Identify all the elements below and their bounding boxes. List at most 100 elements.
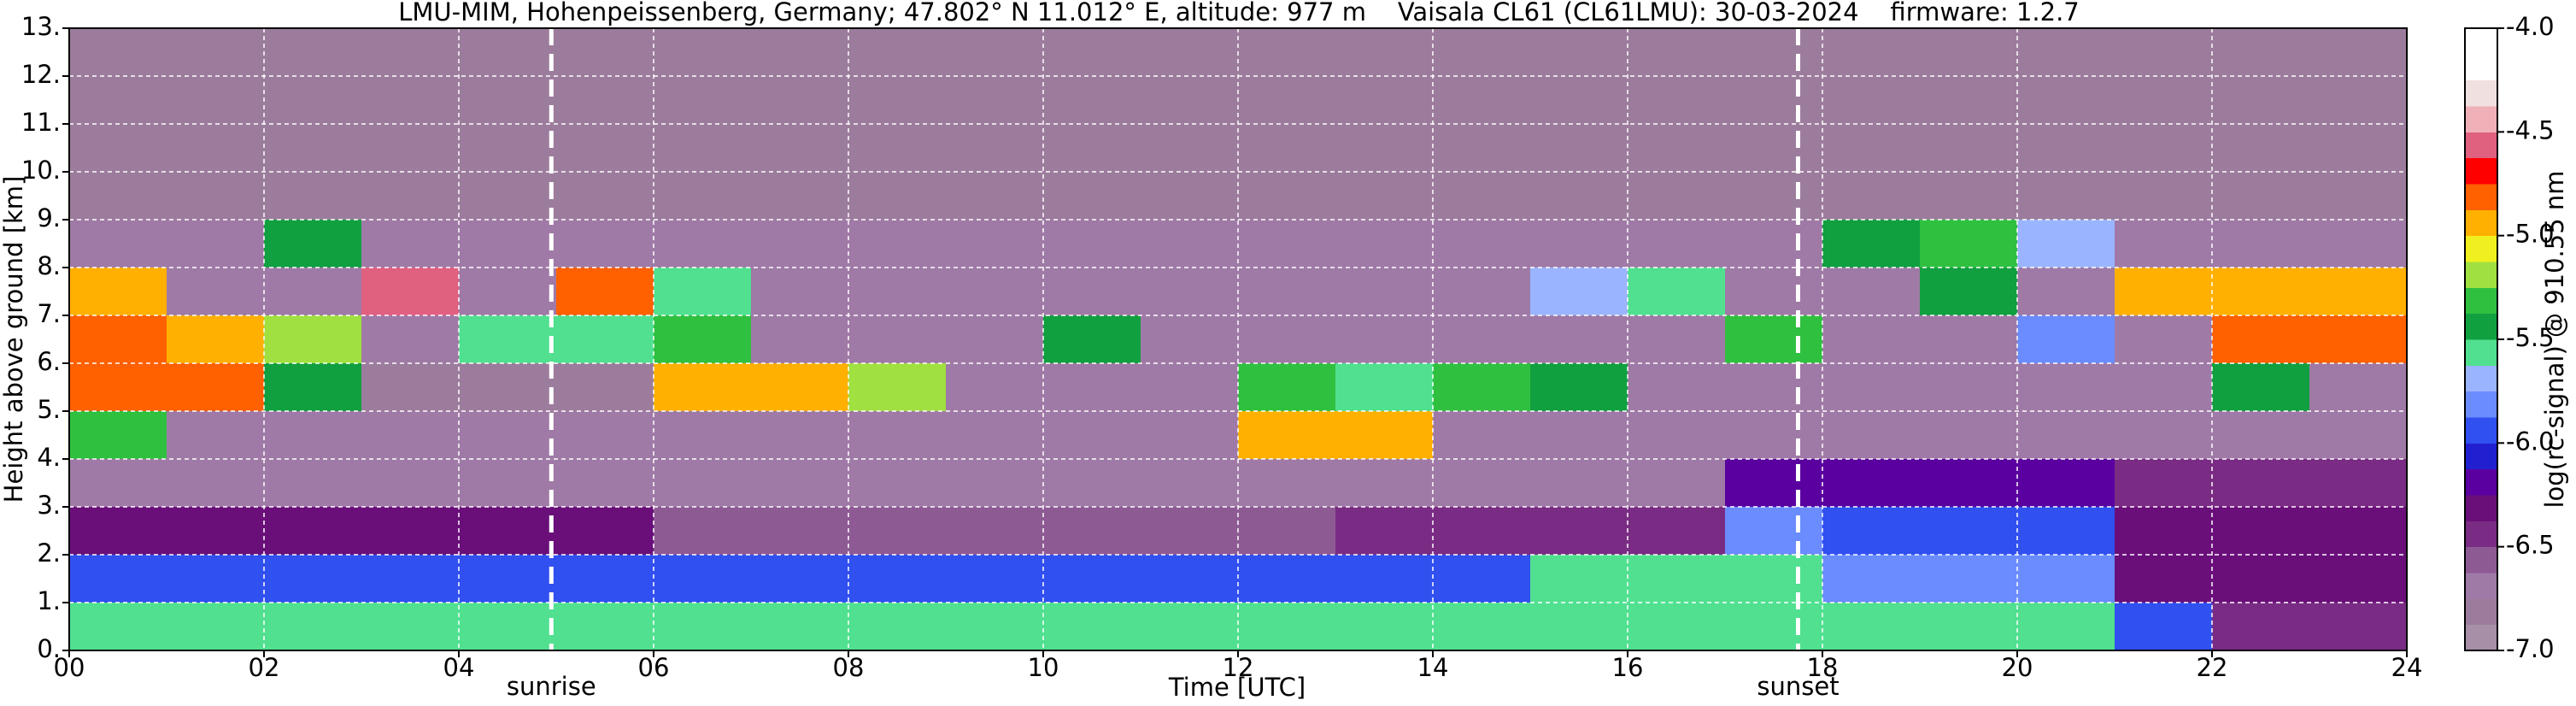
heatmap-cell xyxy=(361,555,459,603)
colorbar-segment xyxy=(2465,79,2497,107)
heatmap-cell xyxy=(751,172,848,220)
colorbar-segment xyxy=(2465,495,2497,521)
heatmap-cell xyxy=(1920,555,2017,603)
heatmap-cell xyxy=(2309,507,2407,555)
heatmap-cell xyxy=(1043,459,1141,507)
heatmap-cell xyxy=(1433,507,1530,555)
heatmap-cell xyxy=(167,363,264,411)
colorbar-segment xyxy=(2465,313,2497,340)
heatmap-cell xyxy=(2017,268,2115,315)
heatmap-cell xyxy=(2309,268,2407,315)
heatmap-cell xyxy=(1822,411,1920,459)
heatmap-cell xyxy=(1335,28,1433,76)
heatmap-cell xyxy=(1433,411,1530,459)
heatmap-cell xyxy=(1238,603,1335,650)
heatmap-cell xyxy=(556,507,654,555)
heatmap-cell xyxy=(654,555,751,603)
y-axis-label: Height above ground [km] xyxy=(0,176,28,503)
y-tick-label: 9. xyxy=(37,203,61,232)
heatmap-cell xyxy=(2017,28,2115,76)
heatmap-cell xyxy=(2115,411,2212,459)
heatmap-cell xyxy=(167,603,264,650)
y-tick-label: 13. xyxy=(21,12,61,41)
heatmap-cell xyxy=(2017,603,2115,650)
heatmap-cell xyxy=(2212,220,2309,268)
heatmap-cell xyxy=(654,603,751,650)
heatmap-cell xyxy=(1725,124,1822,172)
x-tick-label: 22 xyxy=(2197,653,2228,682)
heatmap-cell xyxy=(1628,603,1725,650)
heatmap-cell xyxy=(848,603,946,650)
heatmap-cell xyxy=(2115,603,2212,650)
heatmap-cell xyxy=(1822,507,1920,555)
heatmap-cell xyxy=(1141,172,1238,220)
heatmap-cell xyxy=(1141,76,1238,124)
heatmap-cell xyxy=(1335,459,1433,507)
heatmap-cell xyxy=(2309,76,2407,124)
heatmap-cell xyxy=(556,124,654,172)
heatmap-cell xyxy=(1920,172,2017,220)
heatmap-cell xyxy=(1141,459,1238,507)
heatmap-cell xyxy=(167,124,264,172)
y-tick-label: 5. xyxy=(37,395,61,424)
heatmap-cell xyxy=(1141,555,1238,603)
heatmap-cell xyxy=(1822,220,1920,268)
heatmap-cell xyxy=(1043,363,1141,411)
heatmap-cell xyxy=(361,28,459,76)
heatmap-cell xyxy=(1628,268,1725,315)
heatmap-cell xyxy=(654,124,751,172)
y-tick-label: 4. xyxy=(37,443,61,472)
heatmap-cell xyxy=(751,124,848,172)
heatmap-cell xyxy=(1628,315,1725,363)
heatmap-cell xyxy=(848,124,946,172)
heatmap-cell xyxy=(1335,411,1433,459)
heatmap-cell xyxy=(1725,363,1822,411)
heatmap-cell xyxy=(1725,220,1822,268)
heatmap-cell xyxy=(2017,172,2115,220)
heatmap-cell xyxy=(1628,555,1725,603)
heatmap-cell xyxy=(459,555,556,603)
heatmap-cell xyxy=(556,220,654,268)
heatmap-cell xyxy=(69,411,167,459)
heatmap-cell xyxy=(361,268,459,315)
heatmap-cell xyxy=(848,411,946,459)
heatmap-cell xyxy=(946,603,1043,650)
heatmap-cell xyxy=(361,411,459,459)
heatmap-cell xyxy=(1530,172,1628,220)
heatmap-cell xyxy=(1822,315,1920,363)
heatmap-cell xyxy=(1920,603,2017,650)
heatmap-cell xyxy=(1530,28,1628,76)
heatmap-cell xyxy=(1141,28,1238,76)
heatmap-cell xyxy=(1920,28,2017,76)
heatmap-cell xyxy=(69,268,167,315)
heatmap-cell xyxy=(2115,76,2212,124)
heatmap-cell xyxy=(1238,315,1335,363)
heatmap-cell xyxy=(1530,124,1628,172)
heatmap-cell xyxy=(361,363,459,411)
heatmap-cell xyxy=(1530,555,1628,603)
heatmap-cell xyxy=(264,411,361,459)
colorbar-tick-label: -5.0 xyxy=(2506,220,2555,249)
heatmap-cell xyxy=(751,459,848,507)
heatmap-cell xyxy=(654,411,751,459)
annotation-label: sunset xyxy=(1757,672,1839,701)
heatmap-cell xyxy=(1822,555,1920,603)
heatmap-cell xyxy=(1433,363,1530,411)
heatmap-cell xyxy=(1433,268,1530,315)
heatmap-cell xyxy=(1920,315,2017,363)
heatmap-cell xyxy=(361,315,459,363)
heatmap-cell xyxy=(69,172,167,220)
heatmap-cell xyxy=(2115,459,2212,507)
colorbar-segment xyxy=(2465,106,2497,132)
heatmap-cell xyxy=(1141,268,1238,315)
heatmap-cell xyxy=(1141,315,1238,363)
heatmap-cell xyxy=(1433,172,1530,220)
heatmap-cell xyxy=(69,220,167,268)
heatmap-cell xyxy=(2212,363,2309,411)
heatmap-cell xyxy=(2212,76,2309,124)
x-tick-label: 00 xyxy=(54,653,85,682)
colorbar-tick-label: -4.0 xyxy=(2506,12,2555,41)
heatmap-cell xyxy=(2212,459,2309,507)
heatmap-cell xyxy=(946,172,1043,220)
